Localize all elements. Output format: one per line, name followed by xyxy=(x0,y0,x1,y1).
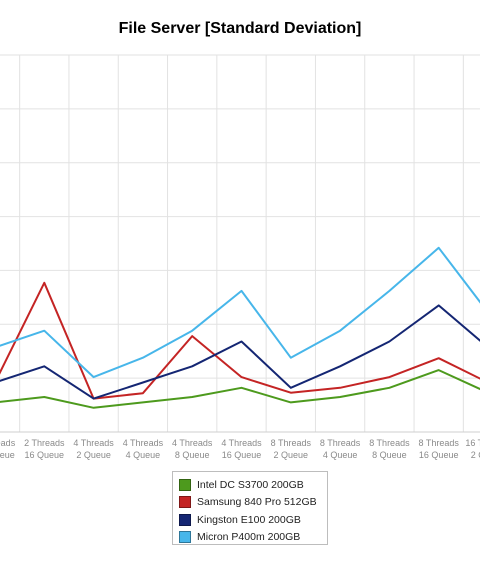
x-tick-labels: 1 Threads 16 Queue 2 Threads 16 Queue 4 Thre… xyxy=(0,438,480,460)
x-tick-label: 16 Queue xyxy=(0,450,15,460)
x-tick-label: 2 Queue xyxy=(471,450,480,460)
x-tick-label: 4 Threads xyxy=(221,438,262,448)
plot-area: 1 Threads 16 Queue 2 Threads 16 Queue 4 Thre… xyxy=(0,54,480,460)
x-tick-label: 2 Threads xyxy=(24,438,65,448)
x-tick-label: 4 Threads xyxy=(172,438,213,448)
x-tick-label: 2 Queue xyxy=(76,450,111,460)
legend-swatch xyxy=(179,531,191,544)
legend-label: Kingston E100 200GB xyxy=(197,513,301,526)
legend-swatch xyxy=(179,513,191,526)
x-tick-label: 8 Threads xyxy=(320,438,361,448)
series-line-3[interactable] xyxy=(0,304,480,400)
x-tick-label: 4 Threads xyxy=(123,438,164,448)
x-tick-label: 8 Threads xyxy=(419,438,460,448)
x-tick-label: 16 Queue xyxy=(222,450,262,460)
legend-item[interactable]: Samsung 840 Pro 512GB xyxy=(179,494,327,512)
series-group xyxy=(0,246,480,409)
x-tick-label: 8 Queue xyxy=(372,450,407,460)
legend-swatch xyxy=(179,496,191,509)
legend-label: Intel DC S3700 200GB xyxy=(197,478,304,491)
x-tick-label: 4 Queue xyxy=(126,450,161,460)
legend: Intel DC S3700 200GB Samsung 840 Pro 512… xyxy=(172,471,328,545)
legend-swatch xyxy=(179,478,191,491)
x-tick-label: 16 Threads xyxy=(465,438,480,448)
series-line-2[interactable] xyxy=(0,281,480,400)
legend-label: Micron P400m 200GB xyxy=(197,531,301,544)
x-tick-label: 8 Queue xyxy=(175,450,210,460)
chart-title: File Server [Standard Deviation] xyxy=(118,20,362,37)
x-tick-label: 8 Threads xyxy=(369,438,410,448)
x-tick-label: 16 Queue xyxy=(419,450,459,460)
grid xyxy=(0,54,480,433)
legend-item[interactable]: Micron P400m 200GB xyxy=(179,529,327,547)
legend-item[interactable]: Kingston E100 200GB xyxy=(179,511,327,529)
legend-label: Samsung 840 Pro 512GB xyxy=(197,496,317,509)
legend-item[interactable]: Intel DC S3700 200GB xyxy=(179,476,327,494)
x-tick-label: 4 Threads xyxy=(73,438,114,448)
x-tick-label: 2 Queue xyxy=(274,450,309,460)
x-tick-label: 8 Threads xyxy=(271,438,312,448)
x-tick-label: 4 Queue xyxy=(323,450,358,460)
x-tick-label: 1 Threads xyxy=(0,438,16,448)
x-tick-label: 16 Queue xyxy=(25,450,65,460)
series-line-4[interactable] xyxy=(0,246,480,379)
series-line-1[interactable] xyxy=(0,369,480,409)
